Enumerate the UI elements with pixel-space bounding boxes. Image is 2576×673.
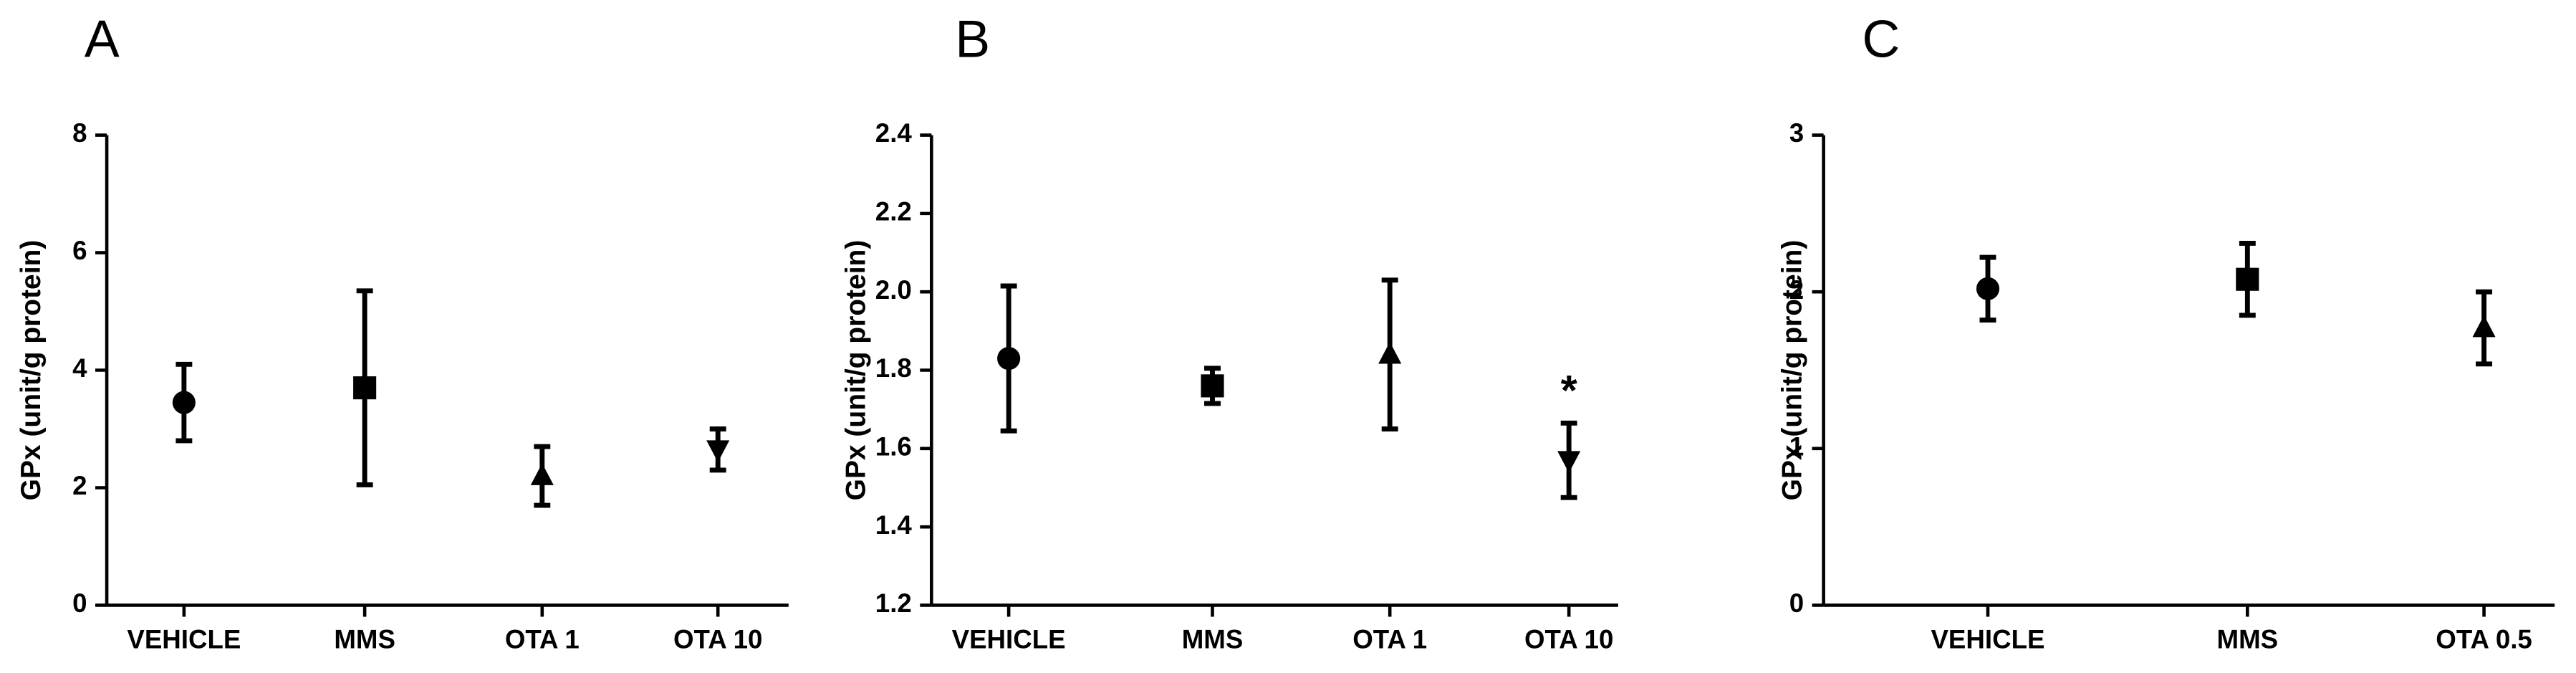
y-tick-label: 1.2: [875, 588, 912, 618]
marker: [1378, 341, 1402, 364]
x-tick-label: OTA 10: [1524, 625, 1613, 654]
y-tick-label: 1.6: [875, 432, 912, 462]
marker: [1976, 277, 2000, 300]
marker: [706, 440, 730, 462]
y-tick-label: 2: [72, 471, 87, 500]
y-tick-label: 8: [72, 118, 87, 148]
y-tick-label: 1: [1789, 432, 1804, 462]
x-tick-label: VEHICLE: [127, 625, 241, 654]
marker: [2472, 315, 2496, 338]
x-tick-label: MMS: [2217, 625, 2279, 654]
marker: [353, 376, 377, 400]
marker: [997, 347, 1021, 371]
y-axis-label: GPx (unit/g protein): [16, 240, 47, 501]
y-tick-label: 3: [1789, 118, 1804, 148]
y-tick-label: 1.4: [875, 510, 913, 540]
y-tick-label: 2.0: [875, 275, 912, 305]
marker: [172, 391, 196, 414]
y-tick-label: 0: [1789, 588, 1804, 618]
y-tick-label: 2.2: [875, 197, 912, 226]
marker: [1201, 374, 1224, 398]
x-tick-label: VEHICLE: [952, 625, 1066, 654]
y-axis-label: GPx (unit/g protein): [1777, 240, 1808, 501]
annotation: *: [1561, 366, 1578, 414]
y-tick-label: 4: [72, 353, 87, 383]
marker: [1557, 451, 1581, 473]
y-axis-label: GPx (unit/g protein): [840, 240, 871, 501]
y-tick-label: 6: [72, 236, 87, 265]
y-tick-label: 2.4: [875, 118, 913, 148]
y-tick-label: 1.8: [875, 353, 912, 383]
x-tick-label: MMS: [1182, 625, 1244, 654]
y-tick-label: 0: [72, 588, 87, 618]
marker: [530, 463, 554, 485]
x-tick-label: OTA 1: [1352, 625, 1427, 654]
panel-label: A: [85, 10, 120, 69]
x-tick-label: OTA 0.5: [2436, 625, 2532, 654]
y-tick-label: 2: [1789, 275, 1804, 305]
x-tick-label: MMS: [334, 625, 395, 654]
x-tick-label: OTA 1: [505, 625, 580, 654]
panel-label: B: [955, 10, 990, 69]
x-tick-label: OTA 10: [673, 625, 762, 654]
x-tick-label: VEHICLE: [1931, 625, 2044, 654]
panel-label: C: [1862, 10, 1900, 69]
marker: [2236, 267, 2259, 291]
